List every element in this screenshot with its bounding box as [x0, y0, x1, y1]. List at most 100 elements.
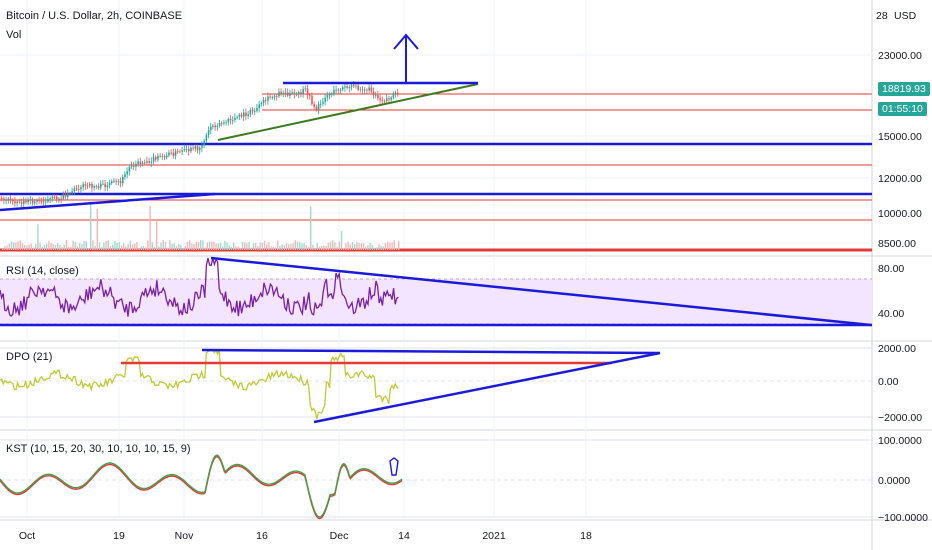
- candle-body: [102, 183, 104, 185]
- candle-body: [146, 161, 148, 163]
- volume-bar: [186, 241, 189, 250]
- candle-body: [179, 151, 181, 153]
- volume-bar: [160, 242, 162, 250]
- candle-body: [287, 92, 289, 96]
- candle-body: [139, 161, 142, 164]
- candle-body: [86, 185, 89, 187]
- volume-bar: [15, 242, 17, 250]
- volume-bar: [50, 242, 52, 250]
- volume-bar: [28, 244, 30, 250]
- candle-body: [324, 97, 326, 102]
- candle-body: [170, 152, 172, 154]
- candle-body: [300, 92, 302, 94]
- volume-bar: [354, 244, 356, 250]
- volume-bar: [356, 241, 358, 250]
- volume-bar: [149, 206, 151, 250]
- candle-body: [71, 191, 73, 194]
- volume-bar: [384, 243, 387, 250]
- volume-bar: [175, 245, 178, 250]
- candle-body: [216, 125, 219, 128]
- volume-bar: [162, 240, 164, 250]
- volume-bar: [39, 242, 41, 250]
- candle-body: [203, 140, 205, 146]
- volume-bar: [189, 240, 191, 250]
- volume-bar: [6, 245, 8, 250]
- candle-body: [320, 103, 322, 105]
- rsi-band: [0, 279, 872, 324]
- volume-bar: [343, 247, 345, 250]
- price-axis-label: 28: [876, 10, 888, 22]
- volume-bar: [219, 242, 222, 250]
- trendline: [313, 351, 661, 424]
- volume-bar: [283, 245, 285, 250]
- candle-body: [29, 199, 32, 201]
- candle-body: [344, 86, 346, 88]
- candle-body: [229, 118, 232, 121]
- candle-body: [51, 196, 54, 199]
- volume-bar: [228, 245, 230, 250]
- arrow-head: [393, 33, 419, 50]
- candle-body: [84, 184, 87, 186]
- time-axis-label: 16: [256, 530, 268, 542]
- volume-bar: [382, 246, 384, 250]
- candle-body: [205, 134, 208, 141]
- volume-label: Vol: [6, 29, 22, 41]
- candle-body: [348, 87, 351, 89]
- candle-body: [247, 114, 249, 116]
- volume-bar: [32, 247, 35, 250]
- volume-bar: [224, 240, 226, 250]
- volume-bar: [301, 243, 303, 250]
- volume-bar: [398, 241, 400, 250]
- candle-body: [183, 148, 186, 151]
- price-axis-label: 8500.00: [878, 238, 916, 250]
- candle-body: [111, 181, 113, 184]
- volume-bar: [318, 246, 321, 250]
- candle-body: [95, 186, 98, 187]
- volume-bar: [222, 246, 224, 250]
- candle-body: [40, 200, 43, 202]
- candle-body: [331, 93, 333, 95]
- volume-bar: [316, 242, 318, 250]
- candle-body: [339, 89, 342, 91]
- last-price-tag: 18819.93: [878, 82, 930, 96]
- candle-body: [317, 104, 320, 110]
- candle-body: [236, 116, 238, 118]
- volume-bar: [114, 240, 116, 250]
- candle-body: [361, 89, 364, 91]
- candle-body: [89, 184, 91, 186]
- candle-body: [240, 114, 243, 117]
- volume-bar: [239, 247, 241, 250]
- candle-body: [196, 146, 199, 151]
- volume-bar: [48, 240, 50, 250]
- volume-bar: [26, 245, 28, 250]
- dpo-series: [0, 348, 399, 420]
- candle-body: [234, 117, 236, 121]
- candle-body: [135, 164, 137, 167]
- price-axis-label: 23000.00: [878, 50, 922, 62]
- volume-bar: [288, 244, 290, 250]
- volume-bar: [109, 246, 112, 250]
- candle-body: [245, 112, 247, 116]
- candle-body: [227, 118, 230, 122]
- volume-bar: [70, 246, 72, 250]
- volume-bar: [248, 242, 250, 250]
- rsi-series: [0, 257, 399, 317]
- candle-body: [181, 150, 183, 152]
- candle-body: [67, 193, 69, 197]
- candle-body: [295, 93, 298, 95]
- volume-bar: [118, 242, 120, 250]
- volume-bar: [90, 200, 92, 250]
- candle-body: [122, 177, 124, 184]
- candle-body: [177, 151, 179, 153]
- volume-bar: [268, 242, 270, 250]
- candle-body: [313, 104, 315, 107]
- candle-body: [126, 171, 128, 175]
- volume-bar: [72, 240, 74, 250]
- candle-body: [36, 200, 38, 202]
- candle-body: [298, 92, 300, 94]
- candle-body: [311, 95, 313, 105]
- candle-body: [386, 98, 388, 102]
- candle-body: [199, 147, 201, 151]
